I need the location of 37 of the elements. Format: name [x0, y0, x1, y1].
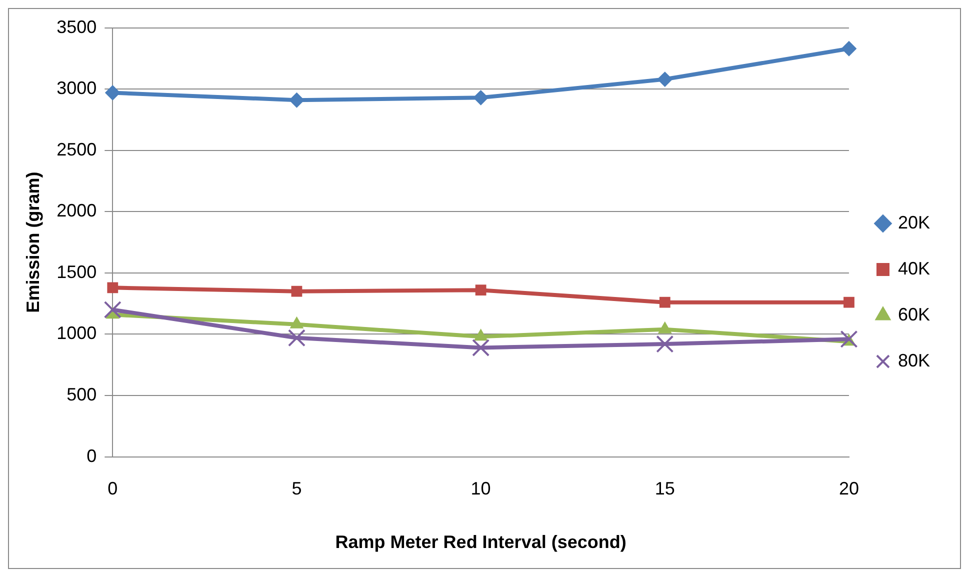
point [288, 329, 306, 347]
point [473, 90, 488, 106]
x-tick-label: 15 [654, 478, 675, 499]
y-axis-title: Emission (gram) [22, 172, 43, 313]
legend-label: 20K [898, 212, 930, 232]
x-tick-label: 5 [292, 478, 302, 499]
y-tick-label: 3500 [56, 16, 97, 37]
y-tick-label: 0 [86, 446, 97, 466]
x-tick-label: 20 [838, 478, 859, 499]
legend-label: 60K [898, 304, 930, 324]
y-tick-label: 1000 [56, 323, 97, 344]
x-tick-label: 10 [470, 478, 491, 499]
y-tick-label: 2000 [56, 200, 97, 221]
point [289, 92, 304, 108]
point [474, 329, 488, 341]
point [656, 335, 674, 353]
point [475, 284, 486, 296]
y-tick-label: 500 [66, 384, 97, 404]
legend-label: 80K [898, 350, 930, 370]
point [840, 330, 858, 348]
x-axis-title: Ramp Meter Red Interval (second) [335, 532, 626, 552]
point [107, 282, 118, 294]
point [105, 85, 120, 100]
point [291, 286, 302, 297]
point [844, 296, 854, 308]
point [659, 296, 670, 308]
point [472, 338, 490, 356]
point [658, 322, 672, 334]
point [104, 300, 122, 318]
point [657, 72, 672, 87]
y-tick-label: 2500 [56, 139, 97, 160]
y-tick-label: 3000 [56, 78, 97, 98]
y-tick-label: 1500 [56, 262, 97, 282]
point [290, 316, 304, 328]
point [841, 41, 856, 56]
legend-label: 40K [898, 258, 930, 278]
x-tick-label: 0 [108, 478, 118, 499]
